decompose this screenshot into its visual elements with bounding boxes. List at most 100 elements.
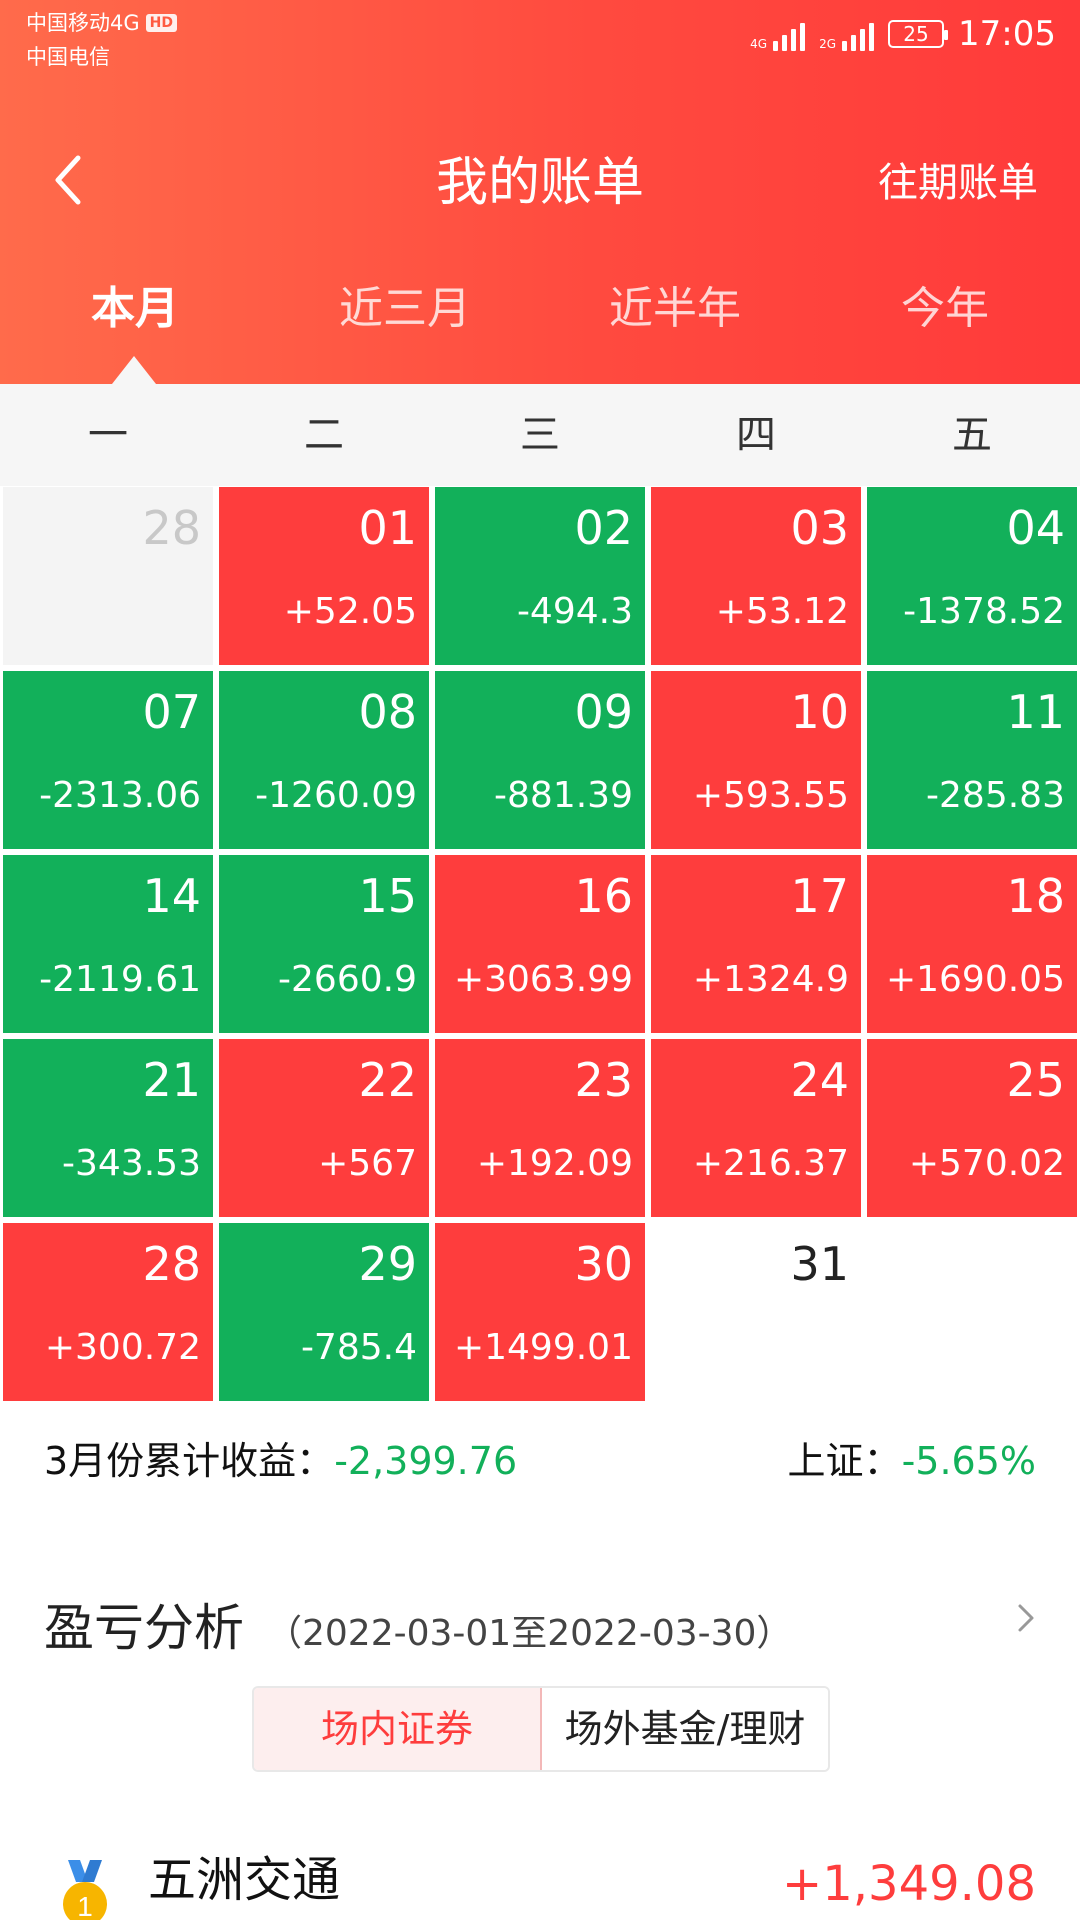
calendar-day-number: 16 (574, 869, 633, 923)
carrier-1: 中国移动4G (26, 11, 140, 35)
calendar-day-number: 28 (142, 1237, 201, 1291)
tab-this-month[interactable]: 本月 (91, 283, 179, 334)
calendar-day-number: 03 (790, 501, 849, 555)
calendar-day-amount: +216.37 (692, 1143, 849, 1184)
calendar-day-cell[interactable]: 18 +1690.05 (867, 855, 1077, 1033)
segment-otc-funds[interactable]: 场外基金/理财 (542, 1688, 828, 1770)
calendar-day-cell[interactable]: 29 -785.4 (219, 1223, 429, 1401)
calendar-day-amount: -2313.06 (39, 775, 201, 816)
calendar-day-cell[interactable]: 10 +593.55 (651, 671, 861, 849)
calendar-day-number: 10 (790, 685, 849, 739)
back-button[interactable] (48, 150, 88, 210)
calendar-day-number: 02 (574, 501, 633, 555)
calendar-day-cell[interactable]: 07 -2313.06 (3, 671, 213, 849)
index-return: 上证：-5.65% (788, 1430, 1036, 1485)
calendar-day-amount: -881.39 (494, 775, 633, 816)
calendar-day-number: 31 (790, 1237, 849, 1291)
clock: 17:05 (958, 14, 1056, 54)
calendar-day-cell[interactable]: 16 +3063.99 (435, 855, 645, 1033)
index-return-value: -5.65% (901, 1439, 1036, 1483)
ranking-row[interactable]: 1 五洲交通 +1,349.08 (0, 1840, 1080, 1920)
carrier-2: 中国电信 (26, 45, 110, 69)
calendar-day-number: 08 (358, 685, 417, 739)
calendar-day-amount: -285.83 (926, 775, 1065, 816)
medal-rank: 1 (77, 1891, 93, 1920)
calendar-day-cell[interactable]: 23 +192.09 (435, 1039, 645, 1217)
calendar-day-cell[interactable]: 03 +53.12 (651, 487, 861, 665)
stock-name: 五洲交通 (148, 1852, 341, 1908)
calendar-day-number: 18 (1006, 869, 1065, 923)
calendar-day-number: 28 (142, 501, 201, 555)
calendar-day-amount: +3063.99 (453, 959, 633, 1000)
chevron-right-icon (1018, 1604, 1034, 1632)
calendar-day-cell[interactable]: 02 -494.3 (435, 487, 645, 665)
monthly-return-label: 3月份累计收益： (44, 1439, 335, 1483)
calendar-day-amount: -2660.9 (278, 959, 417, 1000)
tab-this-year[interactable]: 今年 (901, 283, 989, 334)
calendar-day-number: 17 (790, 869, 849, 923)
tab-half-year[interactable]: 近半年 (609, 283, 741, 334)
calendar-day-amount: +1499.01 (453, 1327, 633, 1368)
calendar-day-cell[interactable]: 01 +52.05 (219, 487, 429, 665)
calendar-day-number: 23 (574, 1053, 633, 1107)
weekday-tue: 二 (304, 412, 344, 458)
medal-icon: 1 (63, 1860, 107, 1920)
monthly-return: 3月份累计收益：-2,399.76 (44, 1430, 517, 1485)
hd-badge: HD (145, 14, 177, 32)
calendar-day-amount: +52.05 (283, 591, 417, 632)
calendar-day-number: 09 (574, 685, 633, 739)
tab-three-months[interactable]: 近三月 (339, 283, 471, 334)
calendar-day-cell[interactable]: 09 -881.39 (435, 671, 645, 849)
calendar-day-cell[interactable]: 11 -285.83 (867, 671, 1077, 849)
index-return-label: 上证： (787, 1439, 902, 1483)
pl-analysis-header[interactable]: 盈亏分析 （2022-03-01至2022-03-30） (44, 1588, 1040, 1660)
calendar-day-amount: +192.09 (476, 1143, 633, 1184)
calendar-day-amount: +53.12 (715, 591, 849, 632)
calendar-day-cell[interactable]: 28 (3, 487, 213, 665)
signal-icon-2: 2G (819, 17, 875, 51)
calendar-day-cell[interactable]: 28 +300.72 (3, 1223, 213, 1401)
calendar-day-cell[interactable]: 17 +1324.9 (651, 855, 861, 1033)
calendar-day-amount: -1260.09 (255, 775, 417, 816)
calendar-day-number: 24 (790, 1053, 849, 1107)
period-tabs: 本月 近三月 近半年 今年 (0, 272, 1080, 342)
signal-icon-1: 4G (750, 17, 806, 51)
calendar-day-number: 11 (1006, 685, 1065, 739)
calendar-day-cell[interactable]: 22 +567 (219, 1039, 429, 1217)
status-bar-right: 4G 2G 25 17:05 (750, 14, 1056, 54)
calendar-day-amount: -343.53 (62, 1143, 201, 1184)
calendar-day-amount: +300.72 (44, 1327, 201, 1368)
calendar-day-cell[interactable]: 08 -1260.09 (219, 671, 429, 849)
calendar-day-cell[interactable]: 30 +1499.01 (435, 1223, 645, 1401)
calendar-day-cell[interactable]: 31 (651, 1223, 861, 1401)
calendar-day-cell[interactable]: 25 +570.02 (867, 1039, 1077, 1217)
calendar-day-amount: +1324.9 (692, 959, 849, 1000)
header-bar: 中国移动4G HD 中国电信 4G 2G 25 17:05 我的账单 往期账单 … (0, 0, 1080, 384)
calendar-day-number: 15 (358, 869, 417, 923)
calendar-day-amount: +570.02 (908, 1143, 1065, 1184)
calendar-day-amount: +593.55 (692, 775, 849, 816)
monthly-return-value: -2,399.76 (334, 1439, 518, 1483)
calendar-day-amount: +567 (318, 1143, 417, 1184)
calendar-day-cell[interactable]: 14 -2119.61 (3, 855, 213, 1033)
status-bar-left: 中国移动4G HD 中国电信 (26, 6, 177, 74)
battery-level: 25 (903, 22, 929, 46)
calendar-day-number: 07 (142, 685, 201, 739)
calendar-day-cell[interactable]: 15 -2660.9 (219, 855, 429, 1033)
weekday-thu: 四 (736, 412, 776, 458)
weekday-header: 一 二 三 四 五 (0, 384, 1080, 486)
calendar-day-amount: +1690.05 (885, 959, 1065, 1000)
pl-analysis-range: （2022-03-01至2022-03-30） (266, 1613, 793, 1654)
history-bills-link[interactable]: 往期账单 (878, 160, 1038, 206)
calendar-day-cell[interactable]: 21 -343.53 (3, 1039, 213, 1217)
calendar-day-number: 21 (142, 1053, 201, 1107)
chevron-left-icon (55, 155, 81, 205)
calendar-day-number: 30 (574, 1237, 633, 1291)
calendar-day-number: 29 (358, 1237, 417, 1291)
weekday-wed: 三 (520, 412, 560, 458)
calendar-day-cell[interactable]: 24 +216.37 (651, 1039, 861, 1217)
calendar-day-number: 14 (142, 869, 201, 923)
segment-exchange-securities[interactable]: 场内证券 (254, 1688, 542, 1770)
calendar-day-cell[interactable]: 04 -1378.52 (867, 487, 1077, 665)
calendar-day-number: 01 (358, 501, 417, 555)
